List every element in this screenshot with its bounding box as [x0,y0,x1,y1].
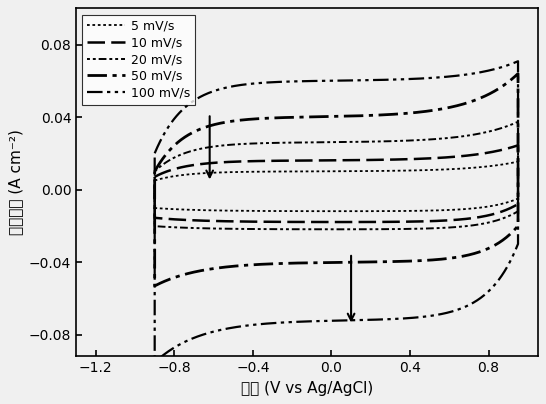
X-axis label: 电压 (V vs Ag/AgCl): 电压 (V vs Ag/AgCl) [241,381,373,396]
Legend: 5 mV/s, 10 mV/s, 20 mV/s, 50 mV/s, 100 mV/s: 5 mV/s, 10 mV/s, 20 mV/s, 50 mV/s, 100 m… [82,15,195,105]
Y-axis label: 电流密度 (A cm⁻²): 电流密度 (A cm⁻²) [8,129,23,235]
